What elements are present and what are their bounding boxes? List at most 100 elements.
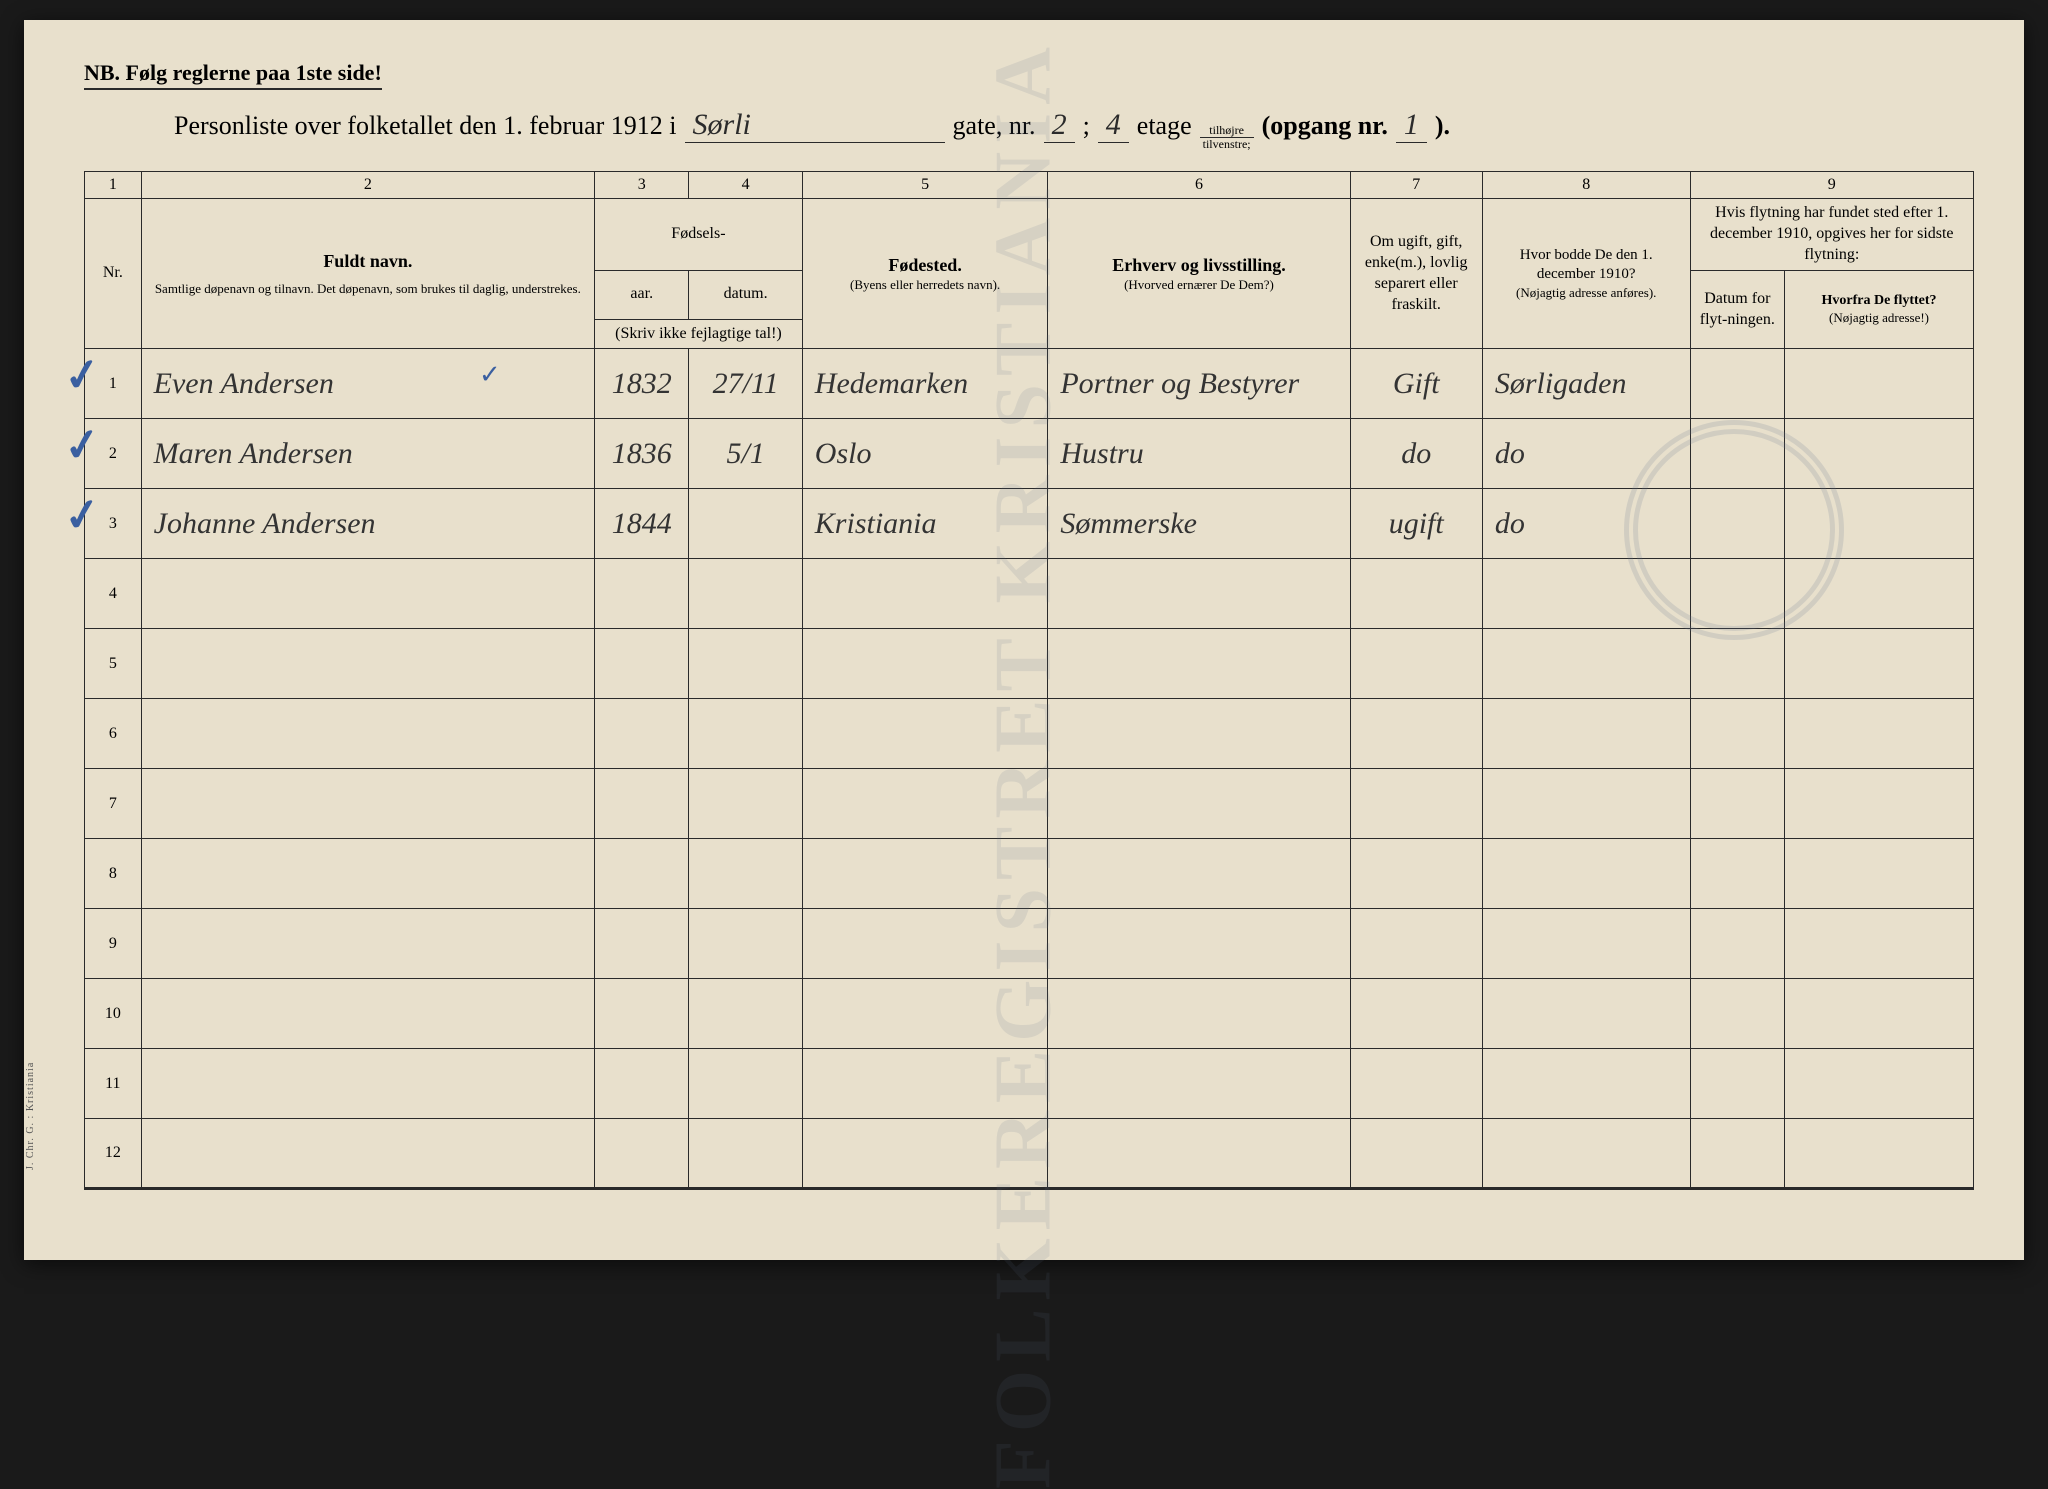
cell-occupation <box>1048 909 1350 979</box>
cell-address1910 <box>1482 1049 1690 1119</box>
cell-occupation <box>1048 1119 1350 1189</box>
cell-address1910 <box>1482 769 1690 839</box>
cell-occupation <box>1048 769 1350 839</box>
cell-occupation <box>1048 979 1350 1049</box>
cell-occupation: Sømmerske <box>1048 489 1350 559</box>
cell-name: Maren Andersen <box>141 419 594 489</box>
colnum: 6 <box>1048 172 1350 199</box>
cell-marital <box>1350 769 1482 839</box>
cell-movefrom <box>1785 909 1974 979</box>
cell-year <box>595 1049 689 1119</box>
cell-movefrom <box>1785 769 1974 839</box>
cell-name <box>141 629 594 699</box>
cell-movefrom <box>1785 699 1974 769</box>
colnum: 1 <box>85 172 142 199</box>
colnum: 2 <box>141 172 594 199</box>
cell-date <box>689 1049 802 1119</box>
col-marital-header: Om ugift, gift, enke(m.), lovlig separer… <box>1350 199 1482 349</box>
cell-year <box>595 909 689 979</box>
cell-year <box>595 559 689 629</box>
cell-occupation <box>1048 559 1350 629</box>
cell-address1910 <box>1482 699 1690 769</box>
colnum: 9 <box>1690 172 1973 199</box>
cell-occupation: Hustru <box>1048 419 1350 489</box>
cell-occupation <box>1048 699 1350 769</box>
cell-movedate <box>1690 1119 1784 1189</box>
col-nr-header: Nr. <box>85 199 142 349</box>
cell-date <box>689 699 802 769</box>
cell-name: Johanne Andersen <box>141 489 594 559</box>
cell-occupation <box>1048 629 1350 699</box>
cell-marital: Gift <box>1350 349 1482 419</box>
cell-occupation <box>1048 1049 1350 1119</box>
col-address1910-header: Hvor bodde De den 1. december 1910? (Nøj… <box>1482 199 1690 349</box>
cell-date <box>689 1119 802 1189</box>
cell-year <box>595 699 689 769</box>
col-year-header: aar. <box>595 270 689 319</box>
cell-nr: 5 <box>85 629 142 699</box>
cell-movedate <box>1690 979 1784 1049</box>
cell-name <box>141 699 594 769</box>
cell-movedate <box>1690 909 1784 979</box>
cell-marital <box>1350 1049 1482 1119</box>
opgang-close: ). <box>1435 111 1450 141</box>
cell-name <box>141 909 594 979</box>
col-date-header: datum. <box>689 270 802 319</box>
cell-nr: 10 <box>85 979 142 1049</box>
cell-marital <box>1350 559 1482 629</box>
cell-marital: do <box>1350 419 1482 489</box>
cell-movedate <box>1690 769 1784 839</box>
opgang-nr-field: 1 <box>1396 108 1427 143</box>
cell-nr: 9 <box>85 909 142 979</box>
cell-marital <box>1350 1119 1482 1189</box>
cell-date <box>689 769 802 839</box>
cell-year <box>595 839 689 909</box>
cell-name: Even Andersen <box>141 349 594 419</box>
cell-movefrom <box>1785 349 1974 419</box>
colnum: 8 <box>1482 172 1690 199</box>
col-name-header: Fuldt navn. Samtlige døpenavn og tilnavn… <box>141 199 594 349</box>
side-fraction: tilhøjre tilvenstre; <box>1200 124 1254 151</box>
cell-name <box>141 769 594 839</box>
cell-year <box>595 769 689 839</box>
cell-date: 5/1 <box>689 419 802 489</box>
col-birth-header: Fødsels- <box>595 199 803 270</box>
cell-movedate <box>1690 349 1784 419</box>
cell-address1910: Sørligaden <box>1482 349 1690 419</box>
cell-occupation <box>1048 839 1350 909</box>
cell-address1910 <box>1482 629 1690 699</box>
cell-name <box>141 1119 594 1189</box>
cell-address1910 <box>1482 979 1690 1049</box>
cell-marital <box>1350 699 1482 769</box>
cell-date <box>689 979 802 1049</box>
nb-instruction: NB. Følg reglerne paa 1ste side! <box>84 60 382 90</box>
col-movedate-header: Datum for flyt-ningen. <box>1690 270 1784 349</box>
cell-movedate <box>1690 839 1784 909</box>
cell-name <box>141 979 594 1049</box>
cell-movedate <box>1690 699 1784 769</box>
col-birth-note: (Skriv ikke fejlagtige tal!) <box>595 319 803 349</box>
cell-movefrom <box>1785 1119 1974 1189</box>
cell-movefrom <box>1785 1049 1974 1119</box>
cell-nr: 4 <box>85 559 142 629</box>
street-name-field: Sørli <box>685 108 945 143</box>
title-prefix: Personliste over folketallet den 1. febr… <box>174 111 677 141</box>
cell-movedate <box>1690 1049 1784 1119</box>
cell-year <box>595 629 689 699</box>
cell-movefrom <box>1785 979 1974 1049</box>
official-stamp <box>1624 420 1844 640</box>
semicolon: ; <box>1083 111 1090 141</box>
cell-nr: 6 <box>85 699 142 769</box>
cell-date: 27/11 <box>689 349 802 419</box>
cell-date <box>689 909 802 979</box>
cell-nr: 12 <box>85 1119 142 1189</box>
cell-name <box>141 839 594 909</box>
watermark-text: FOLKEREGISTRET KRISTIANIA <box>979 39 1070 1489</box>
cell-year: 1832 <box>595 349 689 419</box>
cell-nr: 8 <box>85 839 142 909</box>
col-move-header: Hvis flytning har fundet sted efter 1. d… <box>1690 199 1973 270</box>
cell-marital <box>1350 839 1482 909</box>
cell-address1910 <box>1482 839 1690 909</box>
cell-year <box>595 1119 689 1189</box>
cell-movefrom <box>1785 839 1974 909</box>
